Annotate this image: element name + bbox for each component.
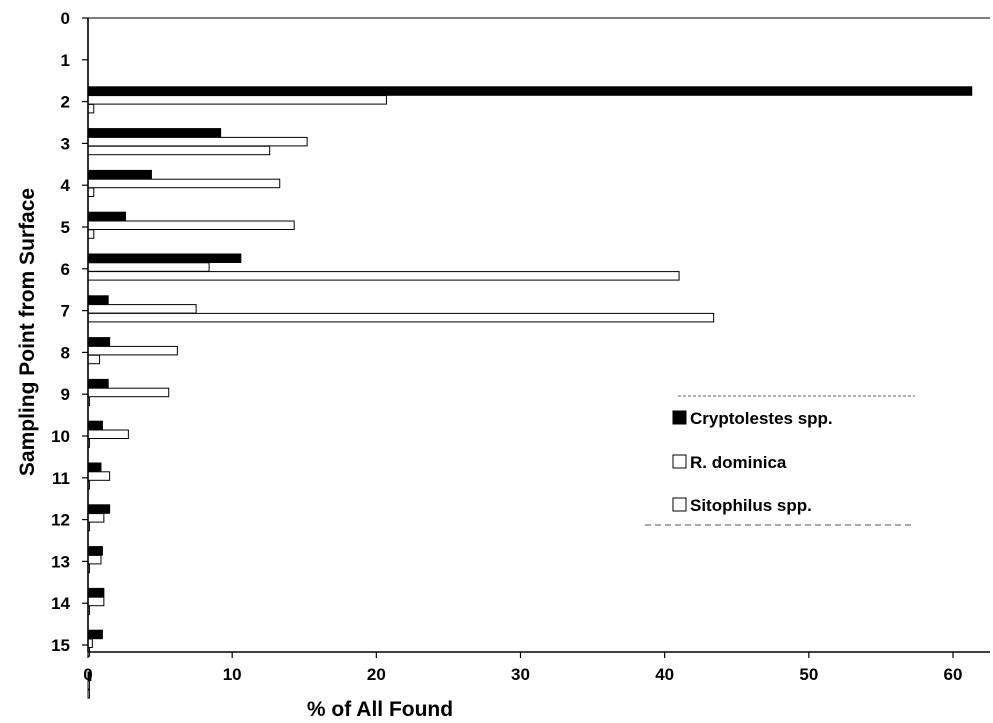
bar-r-dominica-point-7 [87, 345, 178, 356]
bar-cryptolestes-spp-point-11 [87, 504, 111, 514]
x-axis-title: % of All Found [307, 698, 453, 721]
bar-sitophilus-spp-point-2 [87, 145, 271, 156]
bar-sitophilus-spp-point-5 [87, 271, 680, 281]
legend-swatch-r-dominica [672, 454, 687, 469]
y-tick-label-3: 3 [61, 134, 70, 153]
bar-cryptolestes-spp-point-13 [87, 587, 105, 598]
legend-swatch-sitophilus [672, 497, 687, 512]
bar-r-dominica-point-10 [87, 471, 111, 481]
bar-cryptolestes-spp-point-9 [87, 420, 103, 431]
bar-sitophilus-spp-point-15 [87, 689, 90, 699]
y-axis-title: Sampling Point from Surface [16, 188, 39, 476]
bar-cryptolestes-spp-point-7 [87, 337, 111, 347]
bar-r-dominica-point-4 [87, 220, 295, 230]
bar-cryptolestes-spp-point-3 [87, 169, 152, 180]
bar-cryptolestes-spp-point-14 [87, 629, 103, 640]
y-tick-label-9: 9 [61, 385, 70, 404]
y-tick-label-1: 1 [61, 51, 70, 70]
legend-label-sitophilus: Sitophilus spp. [690, 496, 812, 515]
x-ticks-layer: 0 10 20 30 40 50 60 [83, 652, 962, 684]
bars-layer [87, 86, 973, 699]
legend-item-sitophilus: Sitophilus spp. [672, 496, 812, 515]
bar-r-dominica-point-6 [87, 304, 197, 314]
legend-label-cryptolestes: Cryptolestes spp. [690, 409, 833, 428]
bar-r-dominica-point-3 [87, 178, 281, 189]
bar-sitophilus-spp-point-6 [87, 312, 715, 323]
bar-cryptolestes-spp-point-4 [87, 211, 126, 222]
bar-cryptolestes-spp-point-10 [87, 462, 102, 472]
y-tick-label-15: 15 [51, 636, 70, 655]
bar-cryptolestes-spp-point-8 [87, 378, 109, 389]
bar-cryptolestes-spp-point-5 [87, 253, 242, 263]
bar-r-dominica-point-11 [87, 513, 105, 523]
y-tick-label-12: 12 [51, 511, 70, 530]
bar-cryptolestes-spp-point-6 [87, 295, 109, 305]
legend-item-cryptolestes: Cryptolestes spp. [672, 409, 833, 428]
bar-cryptolestes-spp-point-12 [87, 546, 103, 556]
x-tick-label-40: 40 [655, 665, 674, 684]
bar-sitophilus-spp-point-3 [87, 187, 95, 197]
legend-swatch-cryptolestes [672, 410, 687, 425]
axes-layer [87, 17, 990, 653]
bar-r-dominica-point-1 [87, 95, 387, 105]
bar-r-dominica-point-13 [87, 596, 105, 607]
y-tick-label-7: 7 [61, 302, 70, 321]
x-tick-label-50: 50 [799, 665, 818, 684]
bar-r-dominica-point-5 [87, 262, 210, 272]
y-tick-label-5: 5 [61, 218, 70, 237]
x-tick-label-30: 30 [511, 665, 530, 684]
x-tick-label-60: 60 [944, 665, 963, 684]
y-tick-label-13: 13 [51, 552, 70, 571]
bar-r-dominica-point-9 [87, 429, 129, 439]
bar-r-dominica-point-2 [87, 136, 308, 147]
y-tick-label-2: 2 [61, 93, 70, 112]
y-tick-label-8: 8 [61, 343, 70, 362]
bar-r-dominica-point-8 [87, 387, 170, 398]
x-tick-label-0: 0 [83, 665, 92, 684]
bar-sitophilus-spp-point-1 [87, 103, 95, 114]
bar-sitophilus-spp-point-7 [87, 354, 101, 365]
y-tick-label-0: 0 [61, 9, 70, 28]
y-tick-label-10: 10 [51, 427, 70, 446]
y-tick-label-11: 11 [52, 469, 70, 488]
bar-r-dominica-point-12 [87, 554, 102, 565]
y-tick-label-4: 4 [61, 176, 71, 195]
x-tick-label-20: 20 [367, 665, 386, 684]
y-tick-label-6: 6 [61, 260, 70, 279]
legend-label-r-dominica: R. dominica [690, 453, 787, 472]
bar-sitophilus-spp-point-4 [87, 229, 95, 239]
legend-item-r-dominica: R. dominica [672, 453, 787, 472]
y-tick-label-14: 14 [51, 594, 70, 613]
legend: Cryptolestes spp. R. dominica Sitophilus… [645, 395, 915, 526]
bar-cryptolestes-spp-point-1 [87, 86, 973, 96]
x-tick-label-10: 10 [223, 665, 242, 684]
bar-cryptolestes-spp-point-2 [87, 128, 222, 138]
